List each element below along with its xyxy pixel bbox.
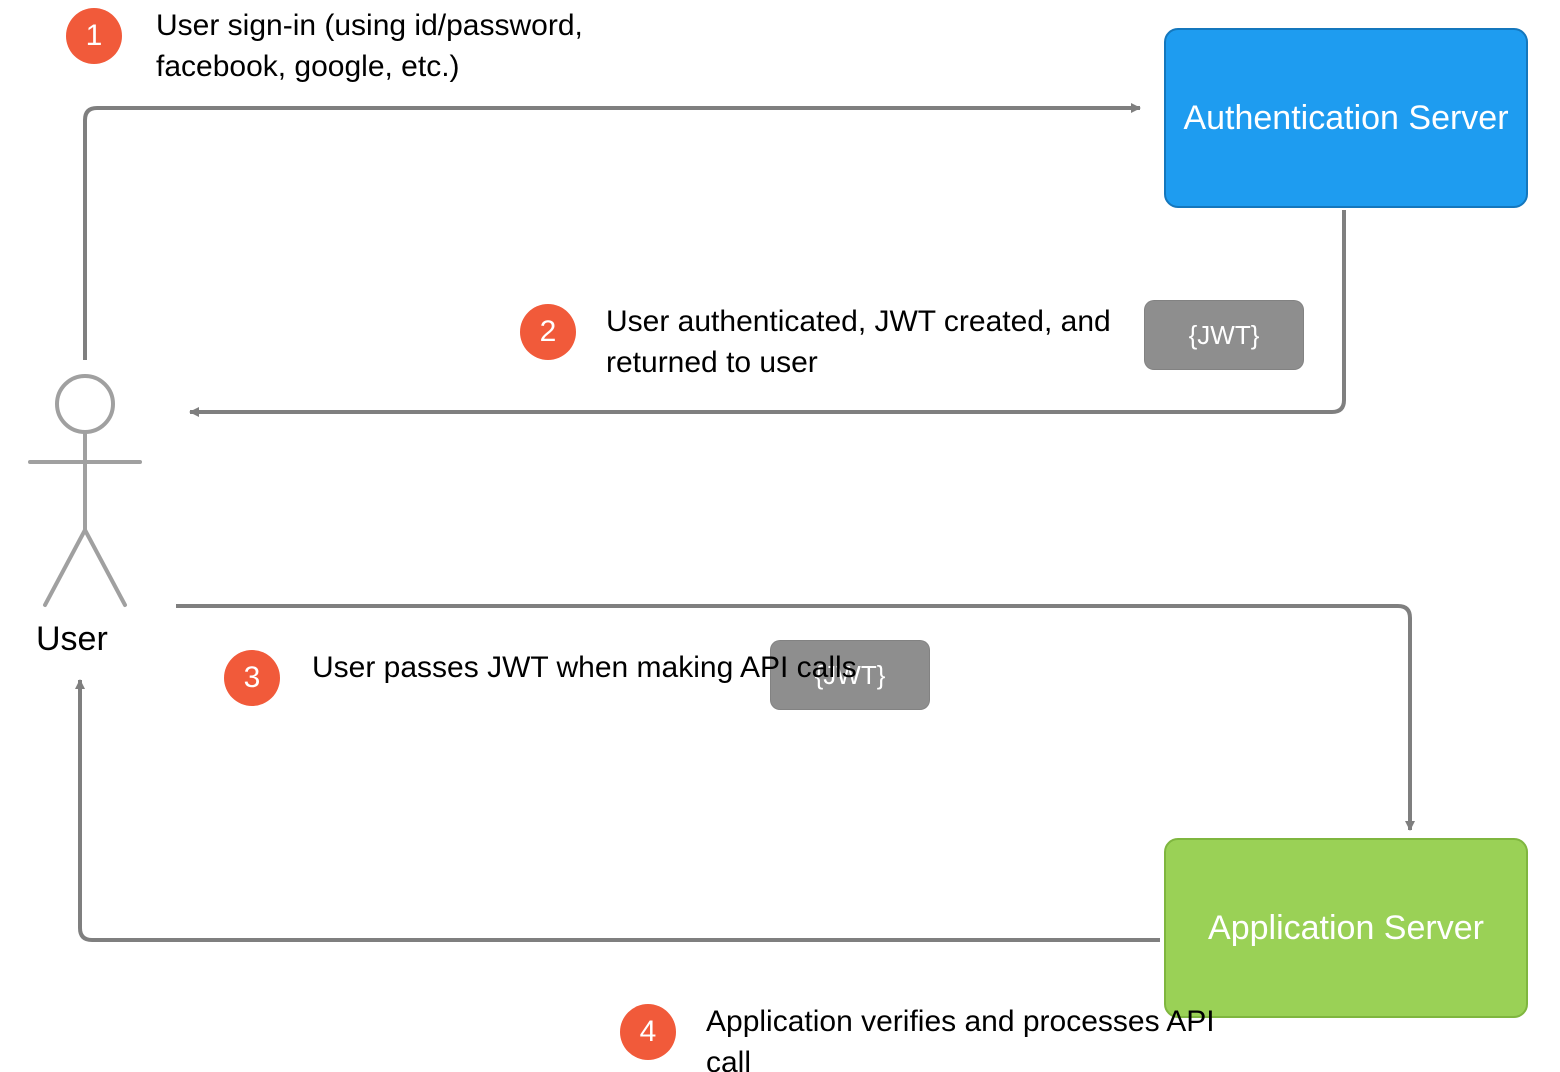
user-label: User xyxy=(36,620,108,659)
authentication-server-label: Authentication Server xyxy=(1183,96,1508,140)
step-number: 3 xyxy=(244,661,261,695)
step-number: 2 xyxy=(540,315,557,349)
step-text-2: User authenticated, JWT created, and ret… xyxy=(606,302,1166,383)
step-badge-4: 4 xyxy=(620,1004,676,1060)
application-server-label: Application Server xyxy=(1208,906,1484,950)
step-number: 4 xyxy=(640,1015,657,1049)
step-text-3: User passes JWT when making API calls xyxy=(312,648,857,689)
application-server-node: Application Server xyxy=(1164,838,1528,1018)
jwt-badge: {JWT} xyxy=(1144,300,1304,370)
diagram-canvas: { "diagram": { "type": "flowchart", "bac… xyxy=(0,0,1560,1072)
user-icon xyxy=(30,376,140,605)
step-number: 1 xyxy=(86,19,103,53)
authentication-server-node: Authentication Server xyxy=(1164,28,1528,208)
step-text-4: Application verifies and processes API c… xyxy=(706,1002,1266,1072)
step-text-1: User sign-in (using id/password, faceboo… xyxy=(156,6,716,87)
step-badge-2: 2 xyxy=(520,304,576,360)
jwt-badge-label: {JWT} xyxy=(1189,320,1260,351)
step-badge-1: 1 xyxy=(66,8,122,64)
step-badge-3: 3 xyxy=(224,650,280,706)
flow-arrows xyxy=(80,108,1410,940)
